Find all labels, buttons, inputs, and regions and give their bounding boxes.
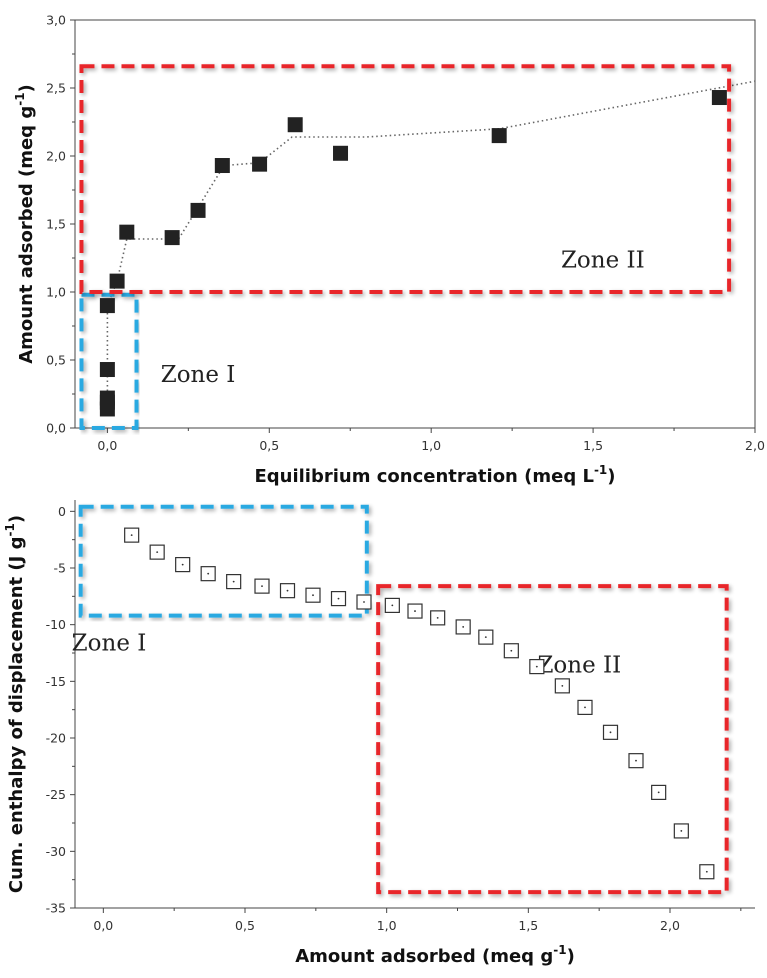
x-tick-label: 0,5 — [235, 918, 255, 933]
data-point — [99, 298, 115, 314]
y-axis-title-main: Amount adsorbed (meq g — [16, 106, 37, 364]
data-point-center-dot — [561, 684, 564, 687]
data-point-center-dot — [130, 534, 133, 537]
trend-line — [106, 80, 756, 409]
y-tick-label: 2,5 — [46, 81, 66, 96]
adsorption-isotherm-chart: 0,0 0,5 1,0 1,5 2,0 0,0 0,5 1,0 1,5 2,0 2,5 3,0 Equi… — [13, 13, 765, 488]
data-point — [491, 128, 507, 144]
y-tick-label: 0,0 — [46, 421, 66, 436]
x-tick-label: 0,0 — [97, 438, 117, 453]
x-axis-title-end: ) — [567, 946, 575, 967]
data-point-center-dot — [232, 580, 235, 583]
data-point-center-dot — [181, 563, 184, 566]
y-tick-label: 0 — [58, 504, 66, 519]
zone-ii-label: Zone II — [537, 652, 621, 678]
data-point-center-dot — [609, 731, 612, 734]
data-point — [333, 145, 349, 161]
x-tick-label: 2,0 — [660, 918, 680, 933]
zone-i-box — [78, 504, 369, 618]
y-tick-label: -20 — [46, 731, 66, 746]
y-tick-label: -15 — [46, 674, 66, 689]
data-point — [214, 158, 230, 174]
data-point — [287, 117, 303, 133]
x-axis-title-main: Equilibrium concentration (meq L — [254, 466, 593, 487]
y-axis-title-end: ) — [16, 84, 37, 92]
y-axis-title-sup: -1 — [13, 92, 27, 105]
data-point-center-dot — [363, 601, 365, 603]
data-point-center-dot — [462, 626, 465, 628]
data-point-center-dot — [436, 616, 439, 619]
data-point-center-dot — [312, 594, 314, 597]
data-point-center-dot — [657, 791, 660, 794]
data-point — [119, 224, 135, 240]
data-point-center-dot — [207, 572, 210, 575]
data-point-center-dot — [261, 585, 263, 588]
y-tick-label: 2,0 — [46, 149, 66, 164]
data-point-center-dot — [535, 665, 538, 668]
x-tick-label: 2,0 — [745, 438, 765, 453]
x-tick-label: 0,0 — [93, 918, 113, 933]
data-point — [99, 390, 115, 406]
data-point-center-dot — [484, 636, 487, 639]
y-axis-title: Amount adsorbed (meq g-1) — [13, 84, 37, 364]
enthalpy-of-displacement-chart: 0,0 0,5 1,0 1,5 2,0 0 -5 -10 -15 -20 -25 -30 -35 Amou… — [3, 500, 755, 967]
data-point-center-dot — [286, 589, 289, 592]
x-axis-title-sup: -1 — [553, 943, 566, 957]
data-point-center-dot — [635, 759, 637, 762]
data-point-center-dot — [337, 597, 340, 600]
x-tick-label: 0,5 — [259, 438, 279, 453]
y-tick-label: -25 — [46, 787, 66, 802]
y-tick-label: -35 — [46, 901, 66, 916]
zone-ii-box — [79, 64, 732, 294]
y-tick-label: 1,0 — [46, 285, 66, 300]
data-point — [99, 362, 115, 378]
x-axis-title-end: ) — [607, 466, 615, 487]
x-axis-title-sup: -1 — [594, 463, 607, 477]
y-axis-title-sup: -1 — [3, 523, 17, 536]
x-axis-title: Amount adsorbed (meq g-1) — [295, 943, 575, 967]
y-axis-title-end: ) — [6, 515, 27, 523]
data-point — [711, 90, 727, 106]
y-tick-label: -30 — [46, 844, 66, 859]
y-tick-label: -10 — [46, 617, 66, 632]
data-point-center-dot — [391, 604, 394, 607]
y-tick-label: 0,5 — [46, 353, 66, 368]
data-point-center-dot — [156, 551, 159, 554]
x-axis-title: Equilibrium concentration (meq L-1) — [254, 463, 615, 487]
data-point — [190, 202, 206, 218]
y-tick-label: 1,5 — [46, 217, 66, 232]
x-axis-title-main: Amount adsorbed (meq g — [295, 946, 553, 967]
zone-i-label: Zone I — [72, 631, 147, 657]
data-point — [252, 156, 268, 172]
data-point — [109, 273, 125, 289]
y-tick-label: 3,0 — [46, 13, 66, 28]
zone-i-label: Zone I — [161, 362, 236, 388]
zone-ii-box — [376, 584, 729, 895]
x-tick-label: 1,5 — [518, 918, 538, 933]
zone-ii-label: Zone II — [561, 248, 645, 274]
data-point-center-dot — [510, 649, 513, 652]
x-tick-label: 1,0 — [377, 918, 397, 933]
y-tick-label: -5 — [54, 561, 66, 576]
y-axis-title: Cum. enthalpy of displacement (J g-1) — [3, 515, 27, 893]
x-tick-label: 1,5 — [583, 438, 603, 453]
data-point — [164, 230, 180, 246]
data-point-center-dot — [584, 706, 586, 709]
data-point-center-dot — [705, 870, 708, 873]
y-axis-title-main: Cum. enthalpy of displacement (J g — [6, 537, 27, 894]
x-tick-label: 1,0 — [421, 438, 441, 453]
data-point-center-dot — [414, 610, 416, 612]
zone-i-box — [79, 292, 139, 430]
data-point-center-dot — [680, 830, 683, 832]
